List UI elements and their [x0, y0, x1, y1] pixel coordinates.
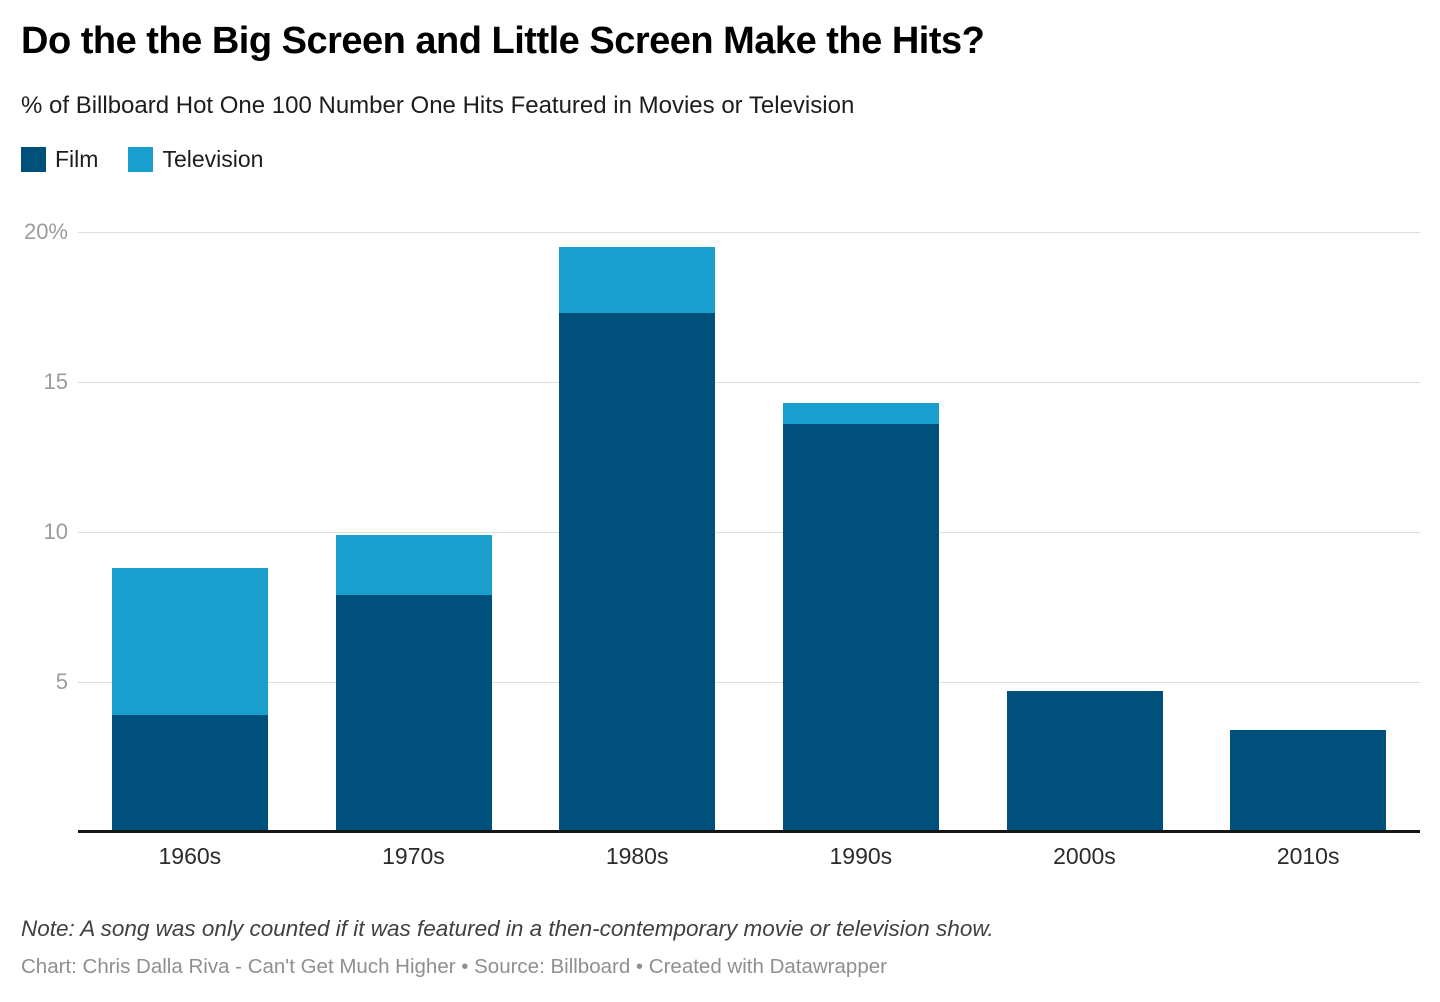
bar-segment-television[interactable]: [111, 568, 268, 715]
plot-area: [78, 232, 1420, 832]
bar-segment-film[interactable]: [782, 424, 939, 832]
bar-segment-film[interactable]: [1230, 730, 1387, 832]
legend-item-film: Film: [21, 147, 98, 172]
bar-segment-film[interactable]: [559, 313, 716, 832]
x-axis-label: 2000s: [1053, 843, 1116, 869]
gridline: [78, 382, 1420, 383]
x-axis-label: 1970s: [382, 843, 445, 869]
bar-segment-television[interactable]: [335, 535, 492, 595]
x-axis-labels: 1960s 1970s 1980s 1990s 2000s 2010s: [78, 843, 1420, 873]
y-axis-ticks: 5 10 15 20%: [0, 219, 68, 832]
legend: Film Television: [21, 147, 263, 172]
bar-1990s: [782, 232, 939, 832]
bar-segment-television[interactable]: [782, 403, 939, 424]
gridline: [78, 682, 1420, 683]
legend-label: Film: [55, 146, 99, 172]
legend-item-television: Television: [128, 147, 263, 172]
x-axis-label: 1980s: [605, 843, 669, 869]
legend-swatch-icon: [21, 147, 46, 172]
bar-1960s: [111, 232, 268, 832]
x-axis-line: [78, 830, 1420, 833]
chart-credit: Chart: Chris Dalla Riva - Can't Get Much…: [21, 955, 887, 978]
y-tick-label: 15: [43, 369, 68, 394]
x-axis-label: 1990s: [829, 843, 893, 869]
chart-title: Do the the Big Screen and Little Screen …: [21, 20, 985, 62]
bar-segment-film[interactable]: [111, 715, 268, 832]
bar-1970s: [335, 232, 492, 832]
bar-2000s: [1006, 232, 1163, 832]
gridline: [78, 532, 1420, 533]
legend-swatch-icon: [128, 147, 154, 172]
chart-note: Note: A song was only counted if it was …: [21, 916, 994, 941]
x-axis-label: 1960s: [158, 843, 222, 869]
chart-subtitle: % of Billboard Hot One 100 Number One Hi…: [21, 92, 855, 119]
y-tick-label: 20%: [23, 219, 68, 244]
x-axis-label: 2010s: [1276, 843, 1340, 869]
bar-segment-television[interactable]: [559, 247, 716, 313]
y-tick-label: 10: [43, 519, 68, 544]
bar-1980s: [559, 232, 716, 832]
gridline: [78, 232, 1420, 233]
y-tick-label: 5: [55, 669, 68, 694]
bar-2010s: [1230, 232, 1387, 832]
bar-segment-film[interactable]: [1006, 691, 1163, 832]
bar-segment-film[interactable]: [335, 595, 492, 832]
legend-label: Television: [162, 146, 264, 172]
